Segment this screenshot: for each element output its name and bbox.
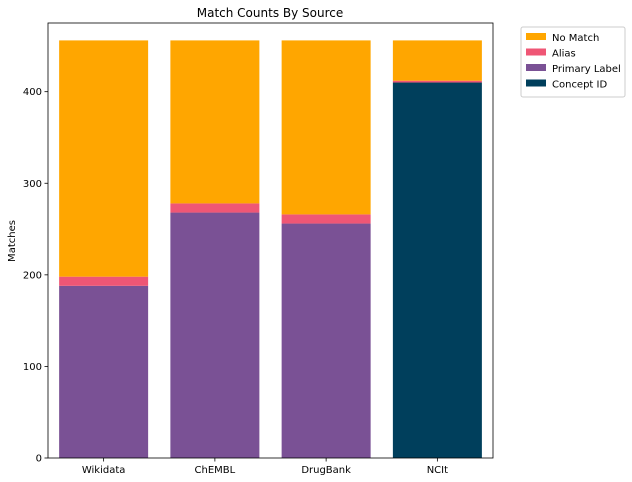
plot-frame [47,22,494,459]
legend-label-primary-label: Primary Label [552,64,621,75]
legend-swatch-no-match [526,33,546,40]
bar-primary-label-wikidata [59,285,149,458]
bar-concept-id-ncit [392,82,482,458]
legend-label-no-match: No Match [552,33,599,44]
bar-primary-label-drugbank [281,223,371,458]
legend: No Match Alias Primary Label Concept ID [520,26,626,98]
legend-label-alias: Alias [552,49,576,60]
y-axis-label: Matches [7,220,18,262]
x-tick-label: ChEMBL [195,465,236,476]
legend-box [520,26,626,98]
y-tick-label: 100 [23,362,42,373]
legend-swatch-alias [526,48,546,56]
bar-alias-chembl [170,203,260,213]
x-tick-label: NCIt [427,465,448,476]
y-tick-label: 400 [23,87,42,98]
x-tick-label: Wikidata [82,465,126,476]
axes-group: 0 100 200 300 400 Wikidata ChEMBL DrugBank NCIt [23,22,494,476]
y-tick-label: 300 [23,179,42,190]
bar-no-match-drugbank [281,40,371,215]
bar-alias-wikidata [59,276,149,286]
bar-primary-label-chembl [170,212,260,458]
bars-group [59,40,482,458]
y-tick-label: 0 [36,454,42,465]
legend-swatch-concept-id [526,79,546,87]
x-tick-label: DrugBank [301,465,351,476]
bar-no-match-wikidata [59,40,149,277]
legend-swatch-primary-label [526,64,546,71]
bar-alias-drugbank [281,214,371,224]
legend-label-concept-id: Concept ID [552,80,607,91]
bar-no-match-ncit [392,40,482,81]
bar-no-match-chembl [170,40,260,204]
bar-alias-ncit [392,80,482,83]
chart-title: Match Counts By Source [197,6,344,20]
y-tick-label: 200 [23,270,42,281]
